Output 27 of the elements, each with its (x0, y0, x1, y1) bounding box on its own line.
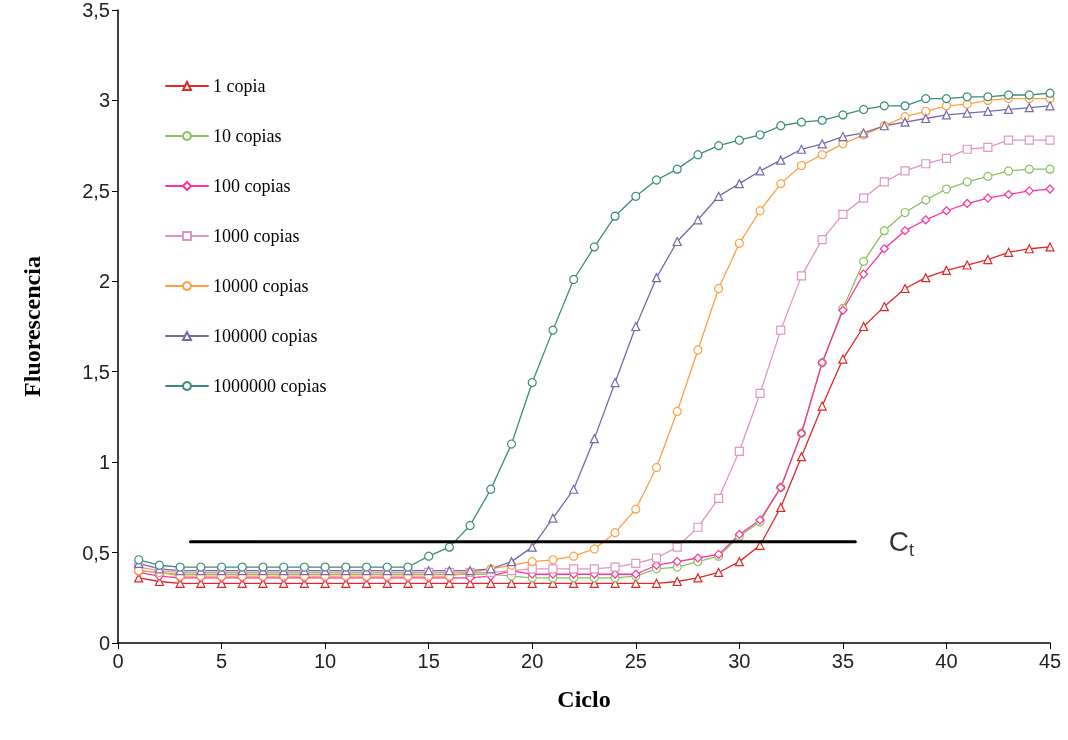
y-tick-label: 3 (98, 89, 110, 112)
x-tick-label: 0 (112, 650, 124, 672)
y-axis-title: Fluorescencia (19, 256, 45, 397)
y-tick-label: 1 (98, 451, 110, 474)
legend-label: 10 copias (213, 126, 282, 146)
legend-label: 1000000 copias (213, 376, 327, 396)
legend-label: 10000 copias (213, 276, 309, 296)
y-tick-label: 1,5 (82, 360, 110, 383)
x-tick-label: 45 (1038, 650, 1062, 672)
x-tick-label: 15 (417, 650, 440, 672)
y-tick-label: 0 (98, 632, 110, 654)
y-tick-label: 3,5 (82, 0, 110, 21)
x-tick-label: 10 (313, 650, 337, 672)
x-tick-label: 30 (728, 650, 751, 672)
y-tick-label: 0,5 (82, 541, 110, 564)
x-tick-label: 40 (935, 650, 958, 672)
x-tick-label: 35 (831, 650, 855, 672)
y-tick-label: 2,5 (82, 179, 110, 202)
legend-label: 100 copias (213, 176, 291, 196)
legend-label: 1 copia (213, 76, 266, 96)
x-axis-title: Ciclo (557, 686, 611, 712)
x-tick-label: 5 (215, 650, 228, 672)
x-tick-label: 25 (624, 650, 647, 672)
x-tick-label: 20 (521, 650, 544, 672)
y-tick-label: 2 (98, 270, 110, 293)
legend-label: 100000 copias (213, 326, 318, 346)
legend-label: 1000 copias (213, 226, 300, 246)
